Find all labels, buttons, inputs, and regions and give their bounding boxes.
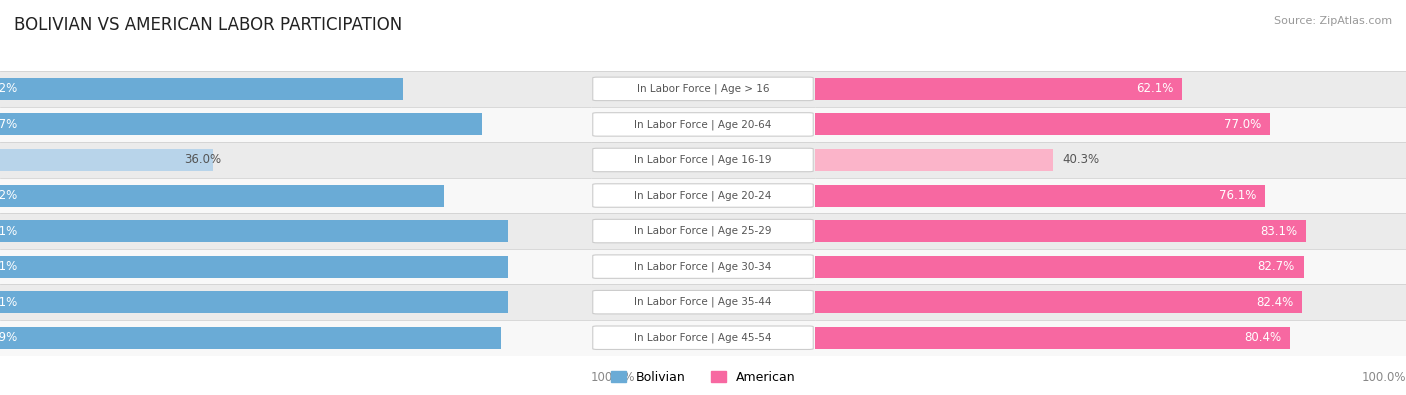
Bar [0,149,212,171]
FancyBboxPatch shape [593,326,813,350]
Bar [0,71,591,107]
FancyBboxPatch shape [593,255,813,278]
Bar [815,113,1270,135]
Text: 83.1%: 83.1% [1260,225,1298,237]
Bar [0,284,591,320]
Text: 100.0%: 100.0% [591,371,636,384]
Bar [0,256,509,278]
Text: 80.4%: 80.4% [1244,331,1281,344]
Text: 62.1%: 62.1% [1136,83,1174,95]
Text: 82.7%: 82.7% [1258,260,1295,273]
Bar [0,107,591,142]
Bar [815,327,1291,349]
Bar [591,142,815,178]
Text: In Labor Force | Age 30-34: In Labor Force | Age 30-34 [634,261,772,272]
Text: In Labor Force | Age > 16: In Labor Force | Age > 16 [637,84,769,94]
Bar [815,320,1406,356]
Bar [815,284,1406,320]
FancyBboxPatch shape [593,219,813,243]
Text: 68.2%: 68.2% [0,83,18,95]
Text: BOLIVIAN VS AMERICAN LABOR PARTICIPATION: BOLIVIAN VS AMERICAN LABOR PARTICIPATION [14,16,402,34]
Bar [815,184,1265,207]
FancyBboxPatch shape [593,184,813,207]
Bar [0,220,509,242]
Bar [815,220,1306,242]
Bar [0,327,502,349]
Text: 75.2%: 75.2% [0,189,18,202]
Text: In Labor Force | Age 35-44: In Labor Force | Age 35-44 [634,297,772,307]
Text: 81.7%: 81.7% [0,118,18,131]
Bar [815,213,1406,249]
Bar [0,291,509,313]
Bar [591,320,815,356]
Text: In Labor Force | Age 45-54: In Labor Force | Age 45-54 [634,333,772,343]
Text: In Labor Force | Age 16-19: In Labor Force | Age 16-19 [634,155,772,165]
Bar [815,78,1182,100]
Bar [815,107,1406,142]
Text: 86.1%: 86.1% [0,296,18,308]
Bar [591,107,815,142]
Text: 86.1%: 86.1% [0,225,18,237]
Text: In Labor Force | Age 25-29: In Labor Force | Age 25-29 [634,226,772,236]
FancyBboxPatch shape [593,77,813,101]
Text: Source: ZipAtlas.com: Source: ZipAtlas.com [1274,16,1392,26]
Bar [815,291,1302,313]
Text: 36.0%: 36.0% [184,154,222,166]
FancyBboxPatch shape [593,113,813,136]
Text: 82.4%: 82.4% [1256,296,1294,308]
Bar [591,249,815,284]
Bar [0,78,402,100]
Bar [0,249,591,284]
Bar [0,178,591,213]
Bar [591,178,815,213]
Legend: Bolivian, American: Bolivian, American [606,366,800,389]
Text: 86.1%: 86.1% [0,260,18,273]
FancyBboxPatch shape [593,148,813,172]
Bar [815,256,1303,278]
Bar [0,184,444,207]
Text: 76.1%: 76.1% [1219,189,1256,202]
FancyBboxPatch shape [593,290,813,314]
Bar [0,113,482,135]
Bar [815,149,1053,171]
Bar [591,284,815,320]
Text: In Labor Force | Age 20-24: In Labor Force | Age 20-24 [634,190,772,201]
Text: In Labor Force | Age 20-64: In Labor Force | Age 20-64 [634,119,772,130]
Bar [591,71,815,107]
Bar [591,213,815,249]
Bar [815,142,1406,178]
Bar [0,213,591,249]
Text: 77.0%: 77.0% [1225,118,1261,131]
Bar [0,320,591,356]
Bar [815,249,1406,284]
Text: 40.3%: 40.3% [1063,154,1099,166]
Bar [815,71,1406,107]
Bar [0,142,591,178]
Text: 84.9%: 84.9% [0,331,18,344]
Text: 100.0%: 100.0% [1361,371,1406,384]
Bar [815,178,1406,213]
